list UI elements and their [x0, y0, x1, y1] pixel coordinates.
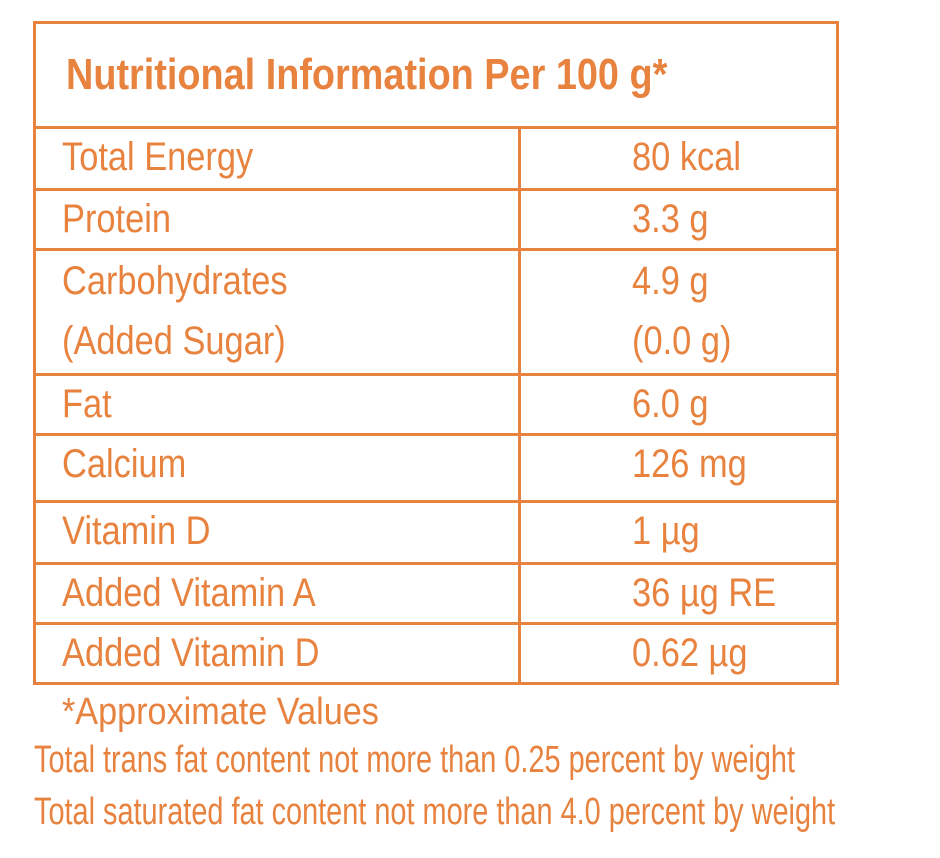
nutrient-value: 6.0 g [632, 376, 709, 432]
nutrient-value: 0.62 µg [632, 625, 747, 681]
value-line: (0.0 g) [632, 319, 732, 363]
value-line: 80 kcal [632, 135, 742, 179]
table-row: Added Vitamin D 0.62 µg [36, 625, 836, 684]
nutrition-table: Nutritional Information Per 100 g* Total… [33, 21, 839, 685]
value-line: 126 mg [632, 442, 747, 486]
nutrient-value: 3.3 g [632, 191, 709, 247]
nutrient-name: Total Energy [62, 129, 253, 185]
nutrient-value: 4.9 g (0.0 g) [632, 253, 731, 369]
nutrient-name: Added Vitamin A [62, 565, 316, 621]
footnote-approximate: *Approximate Values [62, 691, 379, 733]
value-line: 3.3 g [632, 197, 709, 241]
footnote-saturated-fat: Total saturated fat content not more tha… [34, 791, 836, 833]
footnote-trans-fat: Total trans fat content not more than 0.… [34, 739, 795, 781]
nutrient-line: Carbohydrates [62, 259, 288, 303]
table-row: Carbohydrates (Added Sugar) 4.9 g (0.0 g) [36, 251, 836, 376]
nutrient-line: Total Energy [62, 135, 254, 179]
value-line: 6.0 g [632, 382, 709, 426]
nutrient-line: (Added Sugar) [62, 319, 286, 363]
nutrient-value: 80 kcal [632, 129, 741, 185]
nutrient-name: Protein [62, 191, 171, 247]
nutrient-name: Carbohydrates (Added Sugar) [62, 253, 288, 369]
nutrient-name: Added Vitamin D [62, 625, 320, 681]
value-line: 36 µg RE [632, 571, 777, 615]
nutrient-line: Protein [62, 197, 172, 241]
nutrient-name: Calcium [62, 436, 186, 492]
table-row: Added Vitamin A 36 µg RE [36, 565, 836, 625]
nutrient-name: Fat [62, 376, 112, 432]
nutrient-value: 1 µg [632, 503, 700, 559]
nutrient-line: Fat [62, 382, 112, 426]
nutrient-line: Added Vitamin A [62, 571, 316, 615]
table-row: Total Energy 80 kcal [36, 129, 836, 191]
value-line: 1 µg [632, 509, 700, 553]
nutrient-name: Vitamin D [62, 503, 210, 559]
table-row: Protein 3.3 g [36, 191, 836, 251]
value-line: 0.62 µg [632, 631, 748, 675]
table-title-row: Nutritional Information Per 100 g* [36, 24, 836, 129]
nutrient-line: Added Vitamin D [62, 631, 320, 675]
table-row: Vitamin D 1 µg [36, 503, 836, 565]
nutrient-line: Calcium [62, 442, 187, 486]
nutrient-value: 36 µg RE [632, 565, 776, 621]
table-row: Calcium 126 mg [36, 436, 836, 503]
value-line: 4.9 g [632, 259, 709, 303]
table-row: Fat 6.0 g [36, 376, 836, 436]
column-divider [518, 126, 521, 682]
table-title: Nutritional Information Per 100 g* [66, 50, 668, 99]
nutrient-value: 126 mg [632, 436, 747, 492]
nutrient-line: Vitamin D [62, 509, 211, 553]
